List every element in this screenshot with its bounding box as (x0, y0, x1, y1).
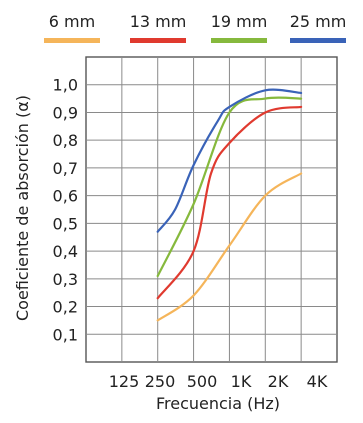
legend-swatch (130, 38, 186, 43)
series-line-13-mm (156, 105, 303, 300)
series-line-19-mm (156, 96, 303, 278)
x-axis-label: Frecuencia (Hz) (156, 394, 280, 413)
x-tick-label: 250 (145, 372, 176, 391)
y-tick-label: 0,8 (53, 131, 78, 150)
legend-label: 19 mm (211, 12, 268, 31)
series-line-25-mm (156, 88, 303, 233)
y-tick-label: 0,5 (53, 214, 78, 233)
x-axis-ticks: 125 250 500 1K 2K 4K (109, 372, 328, 391)
legend-swatch (211, 38, 267, 43)
x-tick-label: 2K (268, 372, 289, 391)
y-tick-label: 0,7 (53, 159, 78, 178)
legend: 6 mm 13 mm 19 mm 25 mm (44, 12, 346, 43)
legend-swatch (44, 38, 100, 43)
legend-label: 25 mm (290, 12, 347, 31)
legend-item-19-mm: 19 mm (211, 12, 268, 43)
series-lines (156, 88, 303, 322)
y-tick-label: 0,2 (53, 298, 78, 317)
x-tick-label: 500 (187, 372, 218, 391)
legend-label: 13 mm (130, 12, 187, 31)
legend-item-25-mm: 25 mm (290, 12, 347, 43)
x-tick-label: 4K (307, 372, 328, 391)
legend-item-6-mm: 6 mm (44, 12, 100, 43)
y-axis-label: Coeficiente de absorción (α) (13, 95, 32, 321)
legend-swatch (290, 38, 346, 43)
y-tick-label: 1,0 (53, 76, 78, 95)
legend-item-13-mm: 13 mm (130, 12, 187, 43)
y-tick-label: 0,3 (53, 270, 78, 289)
y-tick-label: 0,4 (53, 242, 78, 261)
plot-frame (85, 56, 338, 363)
y-tick-label: 0,1 (53, 325, 78, 344)
y-tick-label: 0,9 (53, 103, 78, 122)
plot-grid (85, 56, 338, 363)
legend-label: 6 mm (49, 12, 95, 31)
y-axis-ticks: 0,1 0,2 0,3 0,4 0,5 0,6 0,7 0,8 0,9 1,0 (53, 76, 78, 345)
x-tick-label: 1K (231, 372, 252, 391)
y-tick-label: 0,6 (53, 187, 78, 206)
x-tick-label: 125 (109, 372, 140, 391)
series-line-6-mm (156, 172, 303, 322)
